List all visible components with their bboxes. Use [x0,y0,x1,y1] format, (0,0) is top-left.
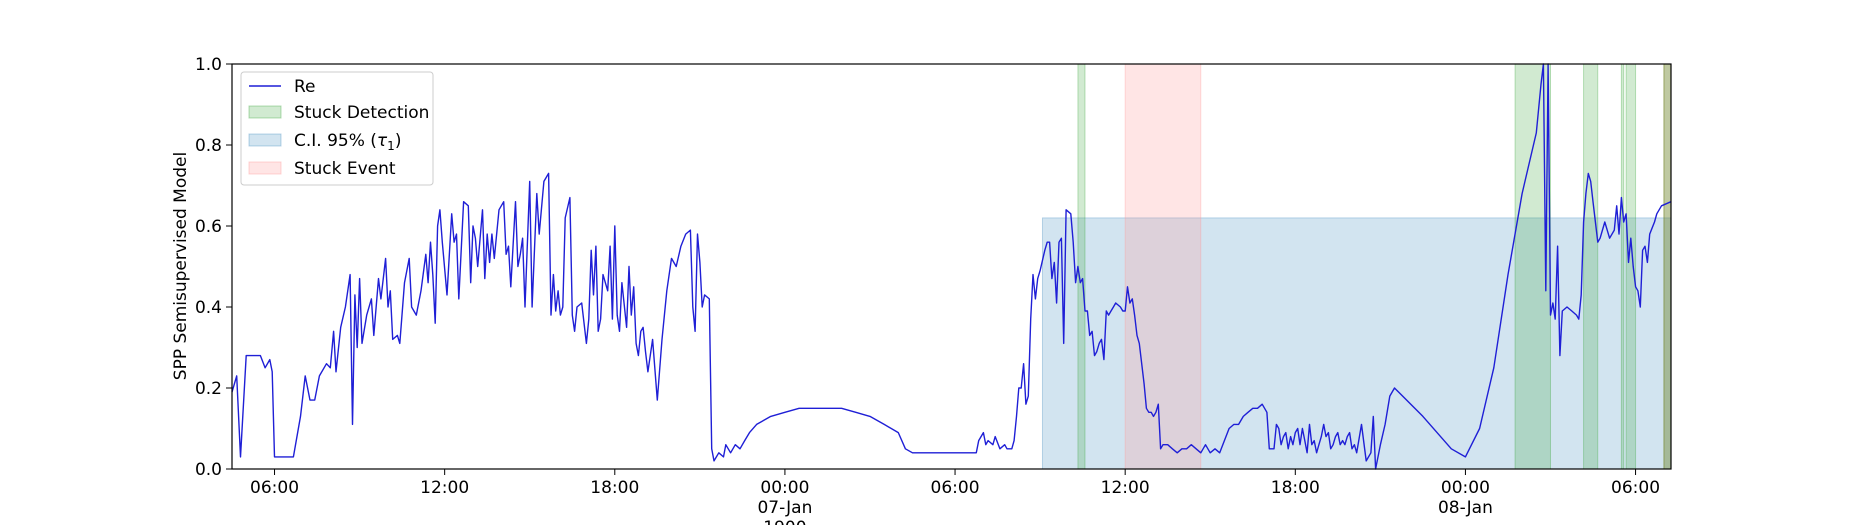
x-tick-label: 00:00 [1441,478,1490,498]
x-tick-date-label: 07-Jan [757,498,812,518]
x-tick-label: 06:00 [931,478,980,498]
region-detection-5 [1620,63,1625,470]
plot-frame [231,63,1672,470]
y-tick-label: 0.8 [195,136,222,156]
y-tick-label: 0.0 [195,460,222,480]
legend-box [240,71,434,186]
region-ci-0 [1041,217,1672,470]
x-tick-label: 18:00 [1271,478,1320,498]
y-axis-label: SPP Semisupervised Model [171,152,191,380]
shaded-regions [1041,63,1672,470]
region-detection-6 [1625,63,1637,470]
legend-label-ci: C.I. 95% (τ1) [294,131,401,153]
x-tick-label: 18:00 [590,478,639,498]
x-tick-label: 06:00 [1611,478,1660,498]
x-axis: 06:0012:0018:0000:0007-Jan190006:0012:00… [250,469,1660,525]
y-axis: 0.0 0.2 0.4 0.6 0.8 1.0 [195,55,232,480]
x-tick-year-label: 1900 [763,518,806,525]
legend-label-stuck-detection: Stuck Detection [294,103,429,123]
legend-label-stuck-event: Stuck Event [294,159,396,179]
series-layer [231,63,1672,470]
y-tick-label: 0.6 [195,217,222,237]
legend: Re Stuck Detection C.I. 95% (τ1) Stuck E… [240,71,434,186]
y-tick-label: 0.2 [195,379,222,399]
x-tick-label: 12:00 [420,478,469,498]
x-tick-label: 06:00 [250,478,299,498]
region-detection-8 [1663,63,1672,470]
legend-swatch-ci [248,133,282,147]
region-event-1 [1124,63,1202,470]
series-line-re [231,63,1672,470]
x-tick-date-label: 08-Jan [1438,498,1493,518]
x-tick-label: 00:00 [760,478,809,498]
y-tick-label: 1.0 [195,55,222,75]
legend-swatch-stuck-event [248,161,282,175]
legend-label-re: Re [294,77,316,97]
x-tick-label: 12:00 [1101,478,1150,498]
legend-swatch-stuck-detection [248,105,282,119]
y-tick-label: 0.4 [195,298,222,318]
region-detection-2 [1077,63,1086,470]
region-detection-4 [1583,63,1599,470]
